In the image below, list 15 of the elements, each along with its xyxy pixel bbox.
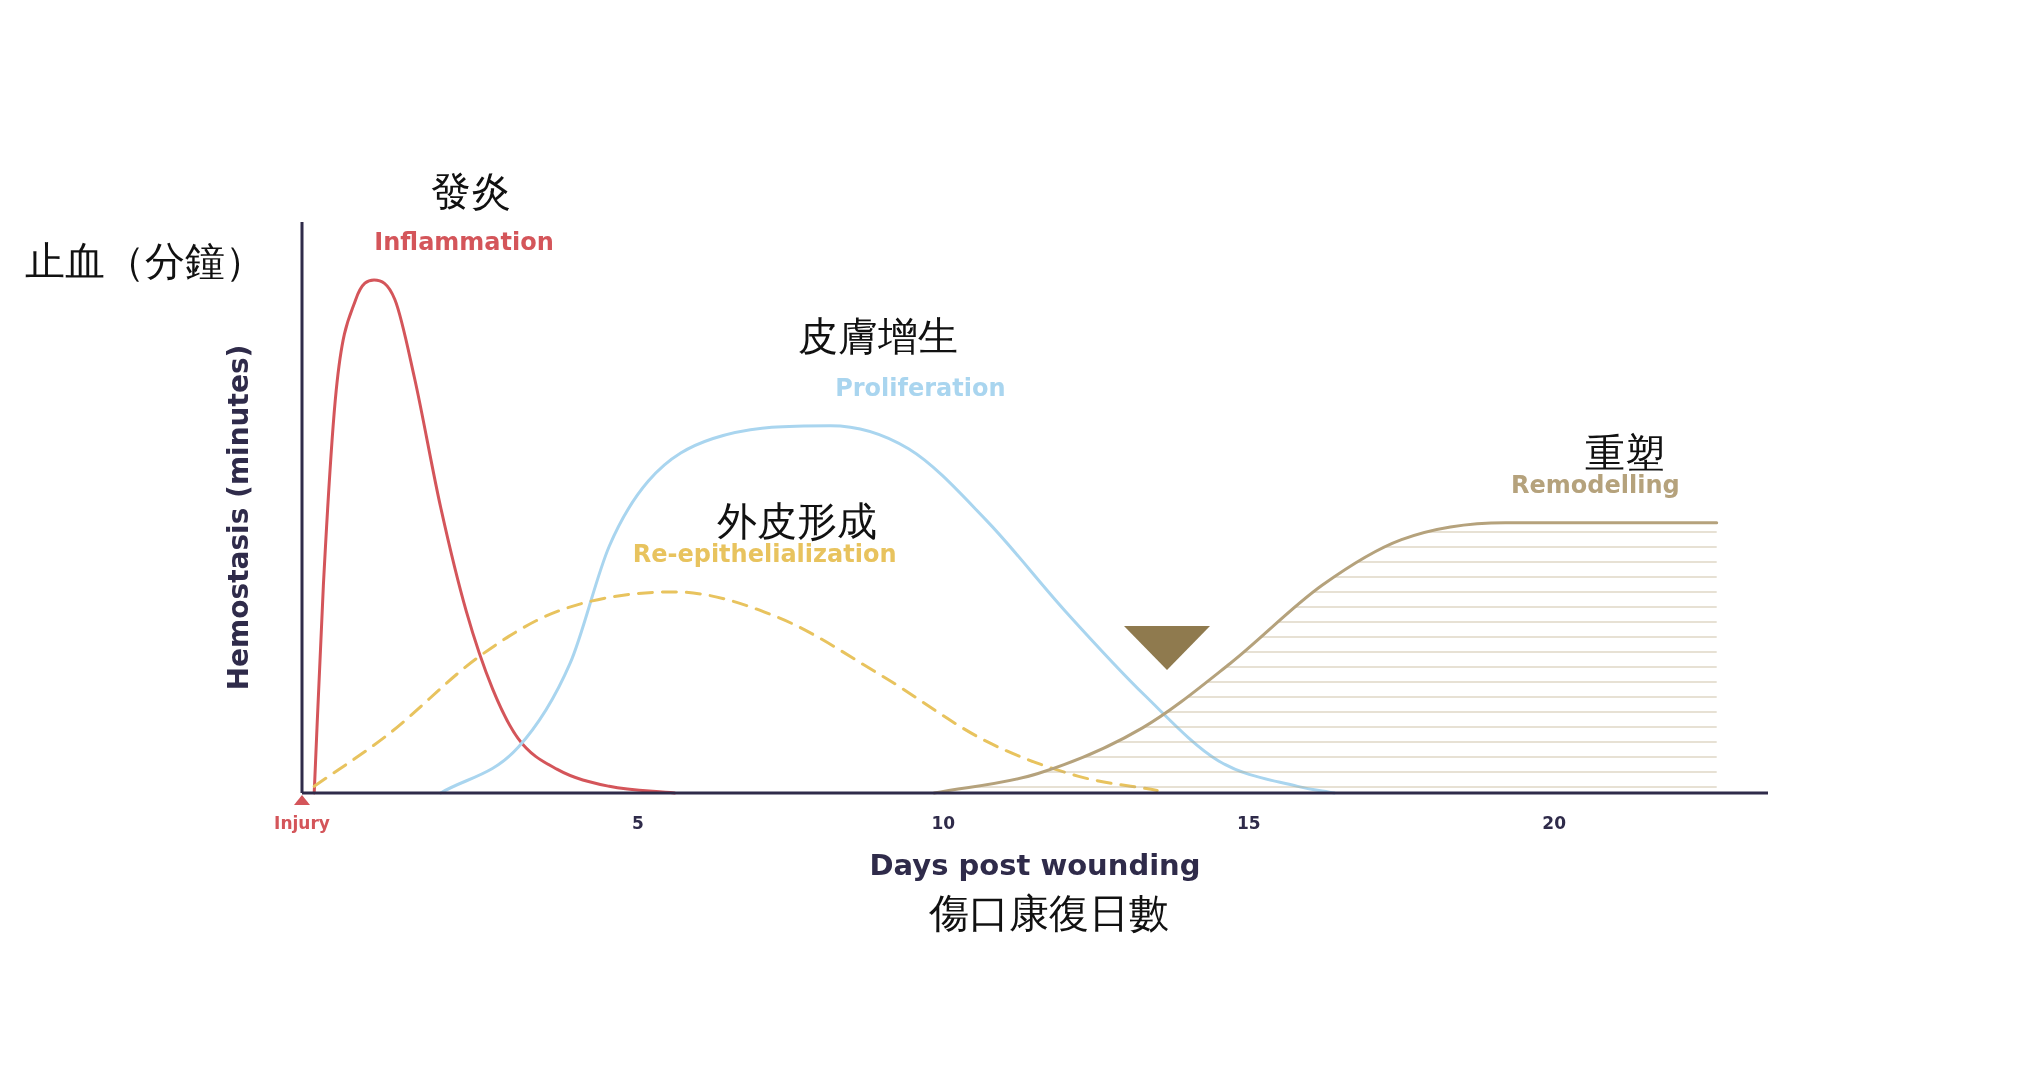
annotation: 皮膚增生	[798, 314, 958, 359]
text: 傷口康復日數	[928, 891, 1169, 936]
x-tick-label: 5	[632, 813, 644, 833]
x-tick-label: Injury	[274, 813, 330, 833]
x-tick-label: 20	[1542, 813, 1567, 833]
text: 發炎	[431, 169, 511, 214]
annotation: 外皮形成	[717, 499, 877, 544]
text: 止血（分鐘）	[25, 239, 265, 284]
x-tick-label: 15	[1236, 813, 1261, 833]
series-label: Proliferation	[835, 373, 1006, 402]
x-axis-title: Days post wounding	[869, 848, 1201, 882]
x-tick-label: 10	[931, 813, 956, 833]
series-label: Inflammation	[374, 228, 554, 256]
series-label: Remodelling	[1511, 470, 1680, 499]
y-axis-title: Hemostasis (minutes)	[222, 344, 255, 691]
